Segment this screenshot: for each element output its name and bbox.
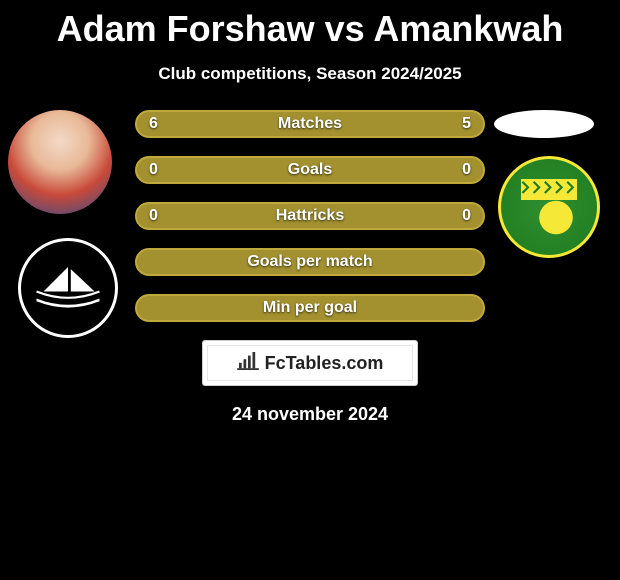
player-right-placeholder	[494, 110, 594, 138]
canary-crest-icon	[514, 172, 584, 242]
subtitle: Club competitions, Season 2024/2025	[0, 64, 620, 84]
stat-row-hattricks: 0 Hattricks 0	[135, 202, 485, 230]
stat-row-goals-per-match: Goals per match	[135, 248, 485, 276]
stat-label: Goals	[288, 161, 332, 179]
page-title: Adam Forshaw vs Amankwah	[0, 0, 620, 50]
stat-label: Goals per match	[247, 253, 372, 271]
player-left-photo	[8, 110, 112, 214]
stat-row-min-per-goal: Min per goal	[135, 294, 485, 322]
branding-text: FcTables.com	[265, 353, 384, 374]
stat-row-goals: 0 Goals 0	[135, 156, 485, 184]
stat-left-value: 0	[149, 207, 158, 225]
stat-left-value: 0	[149, 161, 158, 179]
stat-right-value: 5	[462, 115, 471, 133]
stat-label: Hattricks	[276, 207, 344, 225]
stat-right-value: 0	[462, 207, 471, 225]
stat-row-matches: 6 Matches 5	[135, 110, 485, 138]
stat-label: Matches	[278, 115, 342, 133]
stat-right-value: 0	[462, 161, 471, 179]
comparison-panel: 6 Matches 5 0 Goals 0 0 Hattricks 0 Goal…	[0, 110, 620, 425]
bar-chart-icon	[237, 352, 259, 375]
club-left-badge	[18, 238, 118, 338]
branding-box: FcTables.com	[202, 340, 418, 386]
stat-left-value: 6	[149, 115, 158, 133]
date-text: 24 november 2024	[0, 404, 620, 425]
club-right-badge	[498, 156, 600, 258]
stat-bars: 6 Matches 5 0 Goals 0 0 Hattricks 0 Goal…	[135, 110, 485, 322]
stat-label: Min per goal	[263, 299, 357, 317]
sailboat-icon	[33, 263, 103, 313]
